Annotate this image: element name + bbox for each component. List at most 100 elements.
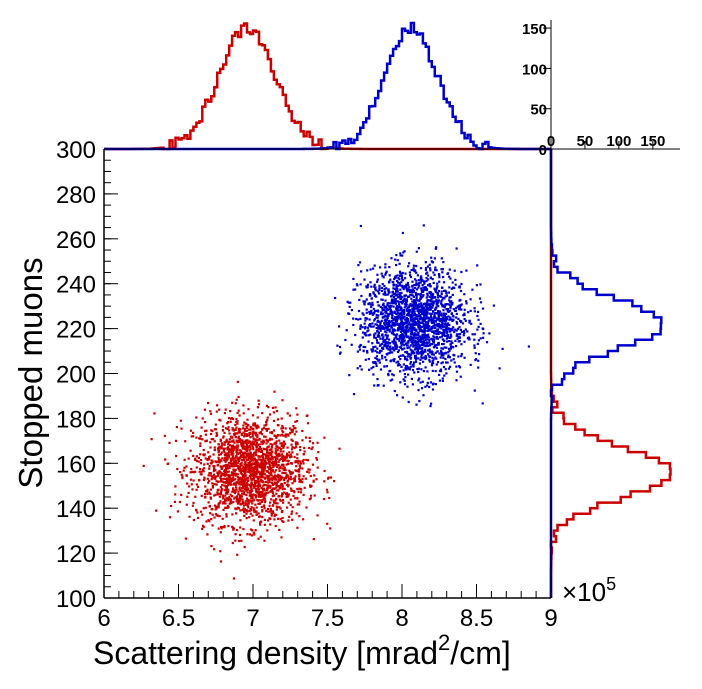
scatter-point-red bbox=[227, 488, 230, 491]
scatter-point-red bbox=[189, 471, 192, 474]
scatter-point-red bbox=[216, 460, 219, 463]
scatter-point-blue bbox=[400, 335, 403, 338]
scatter-point-red bbox=[247, 467, 250, 470]
scatter-point-blue bbox=[428, 312, 431, 315]
scatter-point-blue bbox=[437, 289, 440, 293]
scatter-point-red bbox=[265, 404, 268, 407]
scatter-point-red bbox=[217, 502, 220, 505]
scatter-point-red bbox=[257, 490, 260, 493]
scatter-point-blue bbox=[410, 340, 413, 343]
scatter-point-blue bbox=[390, 312, 393, 315]
y-tick-label: 120 bbox=[56, 541, 96, 568]
scatter-point-blue bbox=[411, 311, 414, 315]
scatter-point-blue bbox=[431, 360, 434, 363]
scatter-point-blue bbox=[381, 298, 384, 301]
scatter-point-blue bbox=[403, 347, 406, 350]
scatter-point-blue bbox=[421, 284, 424, 287]
scatter-point-red bbox=[316, 441, 319, 444]
scatter-point-blue bbox=[407, 265, 410, 268]
scatter-point-red bbox=[272, 419, 276, 422]
scatter-point-blue bbox=[409, 336, 412, 339]
scatter-point-blue bbox=[467, 336, 471, 339]
scatter-point-blue bbox=[407, 284, 410, 287]
scatter-point-red bbox=[245, 434, 248, 437]
scatter-point-blue bbox=[380, 349, 383, 352]
scatter-point-blue bbox=[406, 289, 410, 292]
scatter-point-blue bbox=[421, 333, 424, 336]
scatter-point-red bbox=[168, 516, 172, 519]
scatter-point-red bbox=[261, 515, 264, 519]
scatter-point-red bbox=[244, 422, 247, 425]
scatter-point-blue bbox=[357, 264, 360, 267]
scatter-point-blue bbox=[445, 316, 448, 319]
scatter-point-red bbox=[248, 491, 251, 494]
scatter-point-blue bbox=[410, 353, 413, 356]
scatter-point-blue bbox=[432, 338, 435, 341]
scatter-point-blue bbox=[382, 276, 385, 279]
y-axis-title: Stopped muons bbox=[12, 257, 49, 488]
scatter-point-blue bbox=[429, 267, 432, 270]
scatter-point-blue bbox=[406, 367, 409, 370]
scatter-point-red bbox=[248, 456, 251, 459]
scatter-point-blue bbox=[376, 280, 379, 283]
scatter-point-red bbox=[298, 515, 301, 518]
scatter-point-red bbox=[213, 483, 216, 486]
scatter-point-red bbox=[174, 493, 177, 496]
scatter-point-red bbox=[235, 439, 238, 442]
y-tick-label: 260 bbox=[56, 227, 96, 254]
scatter-point-blue bbox=[441, 321, 444, 324]
scatter-point-red bbox=[181, 475, 184, 478]
scatter-point-red bbox=[186, 495, 189, 498]
scatter-point-red bbox=[291, 506, 294, 509]
scatter-point-blue bbox=[391, 330, 394, 333]
scatter-point-red bbox=[240, 443, 243, 446]
scatter-point-blue bbox=[403, 250, 406, 253]
scatter-point-red bbox=[200, 470, 203, 473]
scatter-point-blue bbox=[426, 294, 429, 297]
scatter-point-blue bbox=[406, 355, 409, 358]
scatter-point-blue bbox=[433, 332, 436, 335]
scatter-point-red bbox=[276, 465, 279, 469]
scatter-point-blue bbox=[403, 358, 407, 361]
scatter-point-red bbox=[252, 470, 255, 473]
scatter-point-blue bbox=[477, 359, 480, 362]
scatter-point-blue bbox=[401, 279, 404, 282]
scatter-point-red bbox=[230, 483, 233, 486]
scatter-point-blue bbox=[437, 299, 440, 302]
scatter-point-red bbox=[262, 466, 265, 469]
scatter-point-red bbox=[247, 476, 250, 479]
scatter-point-blue bbox=[419, 281, 422, 284]
scatter-point-red bbox=[288, 469, 291, 472]
scatter-point-blue bbox=[443, 323, 446, 326]
scatter-point-blue bbox=[399, 293, 402, 296]
scatter-point-blue bbox=[401, 315, 404, 318]
scatter-point-red bbox=[232, 461, 235, 465]
scatter-point-red bbox=[263, 507, 266, 510]
scatter-point-red bbox=[292, 494, 295, 497]
scatter-point-blue bbox=[415, 351, 418, 354]
scatter-point-blue bbox=[448, 336, 451, 339]
scatter-point-red bbox=[282, 464, 285, 467]
scatter-point-red bbox=[310, 447, 313, 451]
scatter-point-blue bbox=[370, 367, 373, 370]
scatter-point-red bbox=[242, 445, 245, 448]
scatter-point-blue bbox=[432, 346, 435, 349]
scatter-point-red bbox=[260, 493, 263, 496]
scatter-point-red bbox=[299, 491, 303, 494]
scatter-point-red bbox=[245, 477, 248, 480]
scatter-point-red bbox=[210, 459, 213, 462]
scatter-point-blue bbox=[388, 324, 391, 327]
scatter-point-blue bbox=[424, 350, 427, 353]
scatter-point-red bbox=[204, 485, 207, 488]
scatter-point-red bbox=[224, 481, 227, 484]
scatter-point-red bbox=[239, 526, 242, 529]
scatter-point-blue bbox=[403, 373, 406, 376]
scatter-point-blue bbox=[398, 262, 401, 265]
scatter-point-red bbox=[198, 479, 201, 482]
scatter-point-red bbox=[274, 457, 277, 460]
scatter-point-red bbox=[201, 438, 204, 441]
scatter-point-red bbox=[244, 471, 247, 474]
scatter-point-blue bbox=[436, 361, 440, 364]
scatter-point-blue bbox=[418, 324, 422, 328]
scatter-point-red bbox=[289, 471, 292, 474]
